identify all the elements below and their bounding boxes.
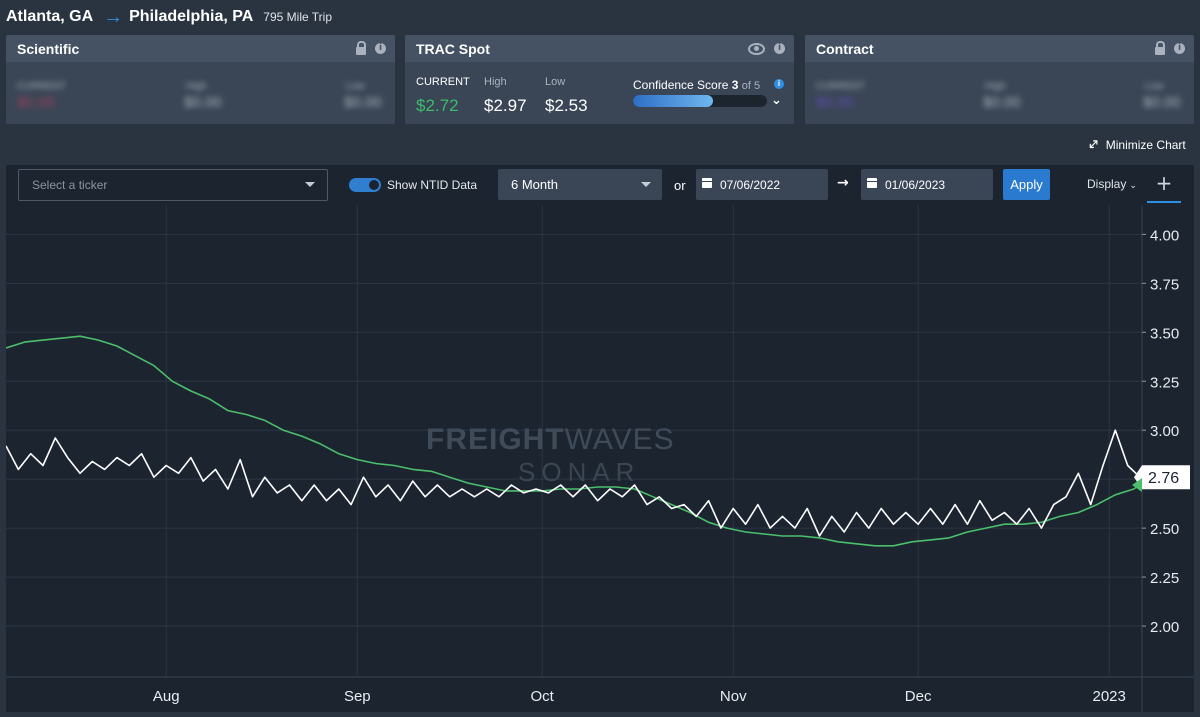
chart-background	[6, 205, 1194, 712]
caret-down-icon	[305, 182, 315, 187]
y-tick-label: 4.00	[1150, 227, 1179, 244]
watermark-bold: FREIGHT	[426, 423, 565, 456]
chevron-down-icon[interactable]: ⌄	[771, 93, 782, 108]
ntid-toggle[interactable]	[349, 178, 381, 192]
info-icon[interactable]: i	[774, 79, 784, 89]
x-tick-label: Sep	[344, 688, 371, 705]
y-tick-label: 3.00	[1150, 423, 1179, 440]
watermark-light: WAVES	[564, 423, 675, 456]
display-label: Display	[1087, 177, 1127, 191]
y-tick-label: 3.75	[1150, 276, 1179, 293]
x-tick-label: Aug	[153, 688, 180, 705]
minimize-chart-label: Minimize Chart	[1105, 138, 1186, 152]
contract-card: Contract i CURRENT $0.00 High $0.00 Low …	[805, 35, 1194, 124]
scientific-card-header: Scientific i	[6, 35, 395, 62]
eye-icon[interactable]	[748, 42, 765, 55]
trac-high-value: $2.97	[484, 96, 527, 115]
y-tick-label: 2.25	[1150, 570, 1179, 587]
minimize-icon: ↕	[1083, 135, 1103, 155]
x-tick-label: Oct	[531, 688, 555, 705]
scientific-low-value: $0.00	[344, 94, 382, 111]
contract-card-header: Contract i	[805, 35, 1194, 62]
current-value-label: 2.76	[1148, 470, 1179, 487]
confidence-score-max: of 5	[741, 80, 761, 92]
trac-low-label: Low	[545, 76, 566, 88]
x-tick-label: 2023	[1092, 688, 1125, 705]
y-tick-label: 3.50	[1150, 325, 1179, 342]
end-date-value: 01/06/2023	[885, 178, 946, 192]
x-tick-label: Dec	[905, 688, 932, 705]
freightwaves-watermark: FREIGHTWAVES	[426, 423, 675, 457]
trip-distance: 795 Mile Trip	[263, 10, 332, 24]
y-tick-label: 3.25	[1150, 374, 1179, 391]
green-series-marker	[1132, 478, 1142, 493]
sonar-watermark: SONAR	[518, 457, 641, 487]
series-line-green	[5, 335, 1141, 547]
contract-current-label: CURRENT	[816, 81, 865, 92]
contract-high-label: High	[985, 81, 1006, 92]
trac-low-value: $2.53	[545, 96, 588, 115]
scientific-card-title: Scientific	[17, 40, 80, 57]
confidence-score-value: 3	[731, 78, 739, 92]
ntid-label: Show NTID Data	[387, 178, 478, 192]
or-label: or	[674, 178, 686, 193]
contract-current-value: $0.00	[816, 94, 854, 111]
arrow-right-icon: →	[103, 5, 124, 28]
scientific-high-value: $0.00	[184, 94, 222, 111]
scientific-high-label: High	[186, 81, 207, 92]
crosshair-tool-button[interactable]: +	[1147, 165, 1181, 203]
start-date-value: 07/06/2022	[720, 178, 781, 192]
contract-low-value: $0.00	[1143, 94, 1181, 111]
trac-current-label: CURRENT	[416, 76, 470, 88]
calendar-icon	[867, 178, 877, 188]
lock-icon[interactable]	[356, 40, 366, 55]
trac-spot-card: TRAC Spot i CURRENT $2.72 High $2.97 Low…	[405, 35, 794, 124]
trac-card-header: TRAC Spot i	[405, 35, 794, 62]
contract-high-value: $0.00	[983, 94, 1021, 111]
confidence-score-text: Confidence Score	[633, 78, 729, 92]
y-tick-label: 2.50	[1150, 521, 1179, 538]
scientific-current-label: CURRENT	[17, 81, 66, 92]
destination-city: Philadelphia, PA	[129, 8, 254, 25]
period-select[interactable]: 6 Month	[498, 169, 662, 200]
y-tick-label: 2.00	[1150, 619, 1179, 636]
contract-card-title: Contract	[816, 40, 874, 57]
contract-low-label: Low	[1145, 81, 1164, 92]
origin-city: Atlanta, GA	[6, 8, 94, 25]
route-header: Atlanta, GA → Philadelphia, PA 795 Mile …	[0, 0, 1200, 34]
apply-button[interactable]: Apply	[1003, 169, 1050, 200]
period-value: 6 Month	[511, 177, 558, 192]
info-icon[interactable]: i	[774, 43, 785, 54]
trac-current-value: $2.72	[416, 96, 459, 115]
caret-down-icon	[641, 182, 651, 187]
scientific-current-value: $0.00	[17, 94, 55, 111]
info-icon[interactable]: i	[375, 43, 386, 54]
minimize-chart-button[interactable]: ↕ Minimize Chart	[1083, 135, 1186, 155]
chart-toolbar: Select a ticker Show NTID Data 6 Month o…	[6, 165, 1194, 205]
scientific-card: Scientific i CURRENT $0.00 High $0.00 Lo…	[6, 35, 395, 124]
calendar-icon	[702, 178, 712, 188]
chevron-down-icon: ⌄	[1129, 181, 1137, 191]
x-tick-label: Nov	[720, 688, 747, 705]
trac-high-label: High	[484, 76, 507, 88]
display-menu[interactable]: Display ⌄	[1087, 177, 1137, 191]
series-line-white	[5, 429, 1141, 537]
current-value-marker	[1134, 465, 1190, 490]
end-date-field[interactable]: 01/06/2023	[861, 169, 993, 200]
lock-icon[interactable]	[1155, 40, 1165, 55]
confidence-score-bar	[633, 95, 767, 107]
ticker-placeholder: Select a ticker	[32, 178, 108, 192]
confidence-score-fill	[633, 95, 714, 107]
trac-card-title: TRAC Spot	[416, 40, 490, 57]
ticker-select[interactable]: Select a ticker	[18, 169, 328, 201]
scientific-low-label: Low	[346, 81, 365, 92]
confidence-score-label: Confidence Score 3 of 5	[633, 78, 760, 92]
info-icon[interactable]: i	[1174, 43, 1185, 54]
arrow-right-icon: →	[837, 175, 849, 191]
start-date-field[interactable]: 07/06/2022	[696, 169, 828, 200]
